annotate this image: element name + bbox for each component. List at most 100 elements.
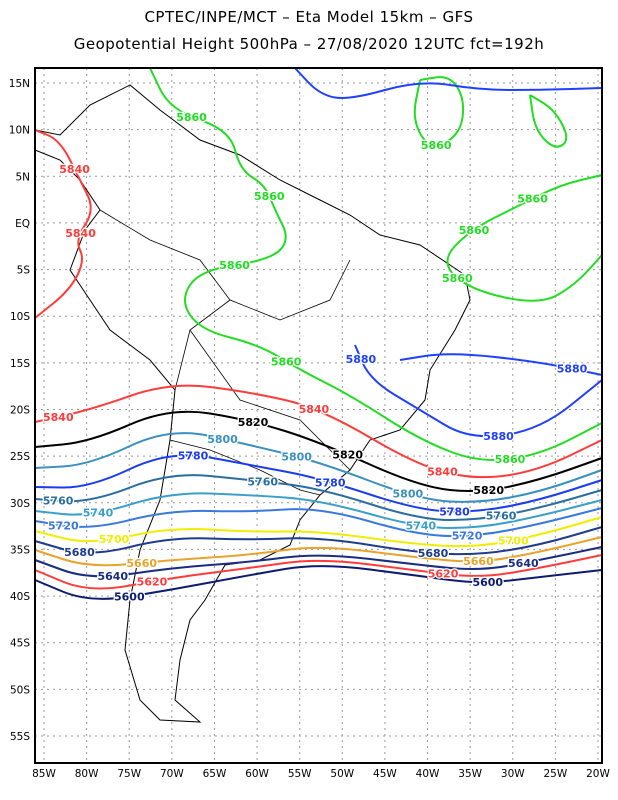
contour-label: 5820	[332, 449, 363, 462]
contour-5860	[149, 67, 603, 462]
lat-tick-label: 45S	[10, 638, 30, 650]
contour-label: 5840	[299, 403, 330, 416]
contour-label: 5760	[43, 495, 74, 508]
contour-label: 5660	[126, 557, 157, 570]
contour-label: 5860	[421, 139, 452, 152]
contour-5860	[413, 76, 465, 146]
contour-5720	[34, 507, 603, 538]
contour-label: 5680	[418, 547, 449, 560]
contour-5840	[34, 384, 603, 479]
contour-label: 5600	[472, 576, 503, 589]
contour-label: 5860	[495, 453, 526, 466]
contour-label: 5820	[473, 484, 504, 497]
contour-label: 5880	[346, 353, 377, 366]
contour-label: 5840	[427, 466, 458, 479]
contour-label: 5760	[247, 476, 278, 489]
lon-tick-label: 35W	[458, 768, 482, 780]
contour-5880	[294, 67, 603, 99]
contour-5860	[529, 94, 568, 148]
contour-5740	[34, 492, 603, 530]
contour-5660	[34, 536, 603, 567]
lat-tick-label: 40S	[10, 591, 30, 603]
contour-5600	[34, 565, 603, 600]
lat-tick-label: 15N	[9, 78, 30, 90]
lon-tick-label: 70W	[160, 768, 184, 780]
lat-tick-label: 55S	[10, 731, 30, 743]
contour-label: 5860	[254, 190, 285, 203]
map-frame	[34, 67, 603, 764]
contour-label: 5700	[498, 534, 529, 547]
contour-5780	[34, 454, 603, 513]
lat-tick-label: 10N	[9, 125, 30, 137]
contour-label: 5640	[97, 570, 128, 583]
contour-label: 5720	[452, 530, 483, 543]
contour-label: 5780	[315, 476, 346, 489]
contour-5820	[34, 410, 603, 492]
lat-tick-label: 5N	[15, 171, 30, 183]
contour-5840	[34, 129, 92, 319]
lat-tick-label: 5S	[17, 265, 31, 277]
contour-label: 5840	[59, 163, 90, 176]
lon-tick-label: 30W	[501, 768, 525, 780]
contour-label: 5800	[281, 451, 312, 464]
lon-tick-label: 45W	[373, 768, 397, 780]
contour-5700	[34, 516, 603, 548]
lon-tick-label: 75W	[117, 768, 141, 780]
contour-5800	[34, 432, 603, 503]
contour-label: 5880	[557, 363, 588, 376]
lat-tick-label: 20S	[10, 405, 30, 417]
contour-label: 5720	[48, 520, 79, 533]
lat-tick-label: 35S	[10, 544, 30, 556]
contour-5680	[34, 526, 603, 556]
contour-label: 5860	[459, 224, 490, 237]
contour-5860	[446, 174, 603, 302]
contour-label: 5780	[178, 450, 209, 463]
country-border	[169, 439, 321, 496]
lon-tick-label: 85W	[32, 768, 56, 780]
lon-tick-label: 55W	[288, 768, 312, 780]
lat-tick-label: 15S	[10, 358, 30, 370]
lat-tick-label: 25S	[10, 451, 30, 463]
lon-tick-label: 50W	[330, 768, 354, 780]
coastline	[34, 84, 471, 723]
contour-label: 5740	[83, 506, 114, 519]
contour-label: 5620	[428, 568, 459, 581]
country-border	[99, 209, 231, 301]
lon-tick-label: 20W	[586, 768, 610, 780]
lon-tick-label: 60W	[245, 768, 269, 780]
contour-label: 5860	[176, 111, 207, 124]
contour-5880	[354, 344, 603, 438]
contour-5620	[34, 554, 603, 590]
contour-label: 5780	[439, 506, 470, 519]
contour-5880	[399, 353, 603, 376]
contour-label: 5660	[463, 555, 494, 568]
contour-label: 5740	[406, 519, 437, 532]
lat-tick-label: 10S	[10, 311, 30, 323]
lat-tick-label: EQ	[15, 218, 30, 230]
lon-tick-label: 25W	[544, 768, 568, 780]
contour-label: 5820	[238, 416, 269, 429]
contour-label: 5600	[114, 591, 145, 604]
contour-label: 5860	[271, 355, 302, 368]
lat-tick-label: 50S	[10, 684, 30, 696]
contour-label: 5620	[137, 576, 168, 589]
contour-label: 5800	[207, 433, 238, 446]
contour-label: 5840	[65, 227, 96, 240]
contour-label: 5680	[64, 546, 95, 559]
contour-label: 5840	[43, 411, 74, 424]
contour-label: 5700	[99, 533, 130, 546]
contour-label: 5860	[442, 272, 473, 285]
lon-tick-label: 80W	[75, 768, 99, 780]
contour-label: 5860	[219, 259, 250, 272]
contour-5640	[34, 546, 603, 578]
title-line-2: Geopotential Height 500hPa – 27/08/2020 …	[73, 35, 545, 53]
contour-label: 5800	[393, 488, 424, 501]
contour-label: 5760	[486, 510, 517, 523]
contour-5760	[34, 474, 603, 522]
lon-tick-label: 65W	[203, 768, 227, 780]
contour-label: 5640	[508, 557, 539, 570]
country-border	[174, 259, 351, 391]
contour-label: 5880	[483, 430, 514, 443]
